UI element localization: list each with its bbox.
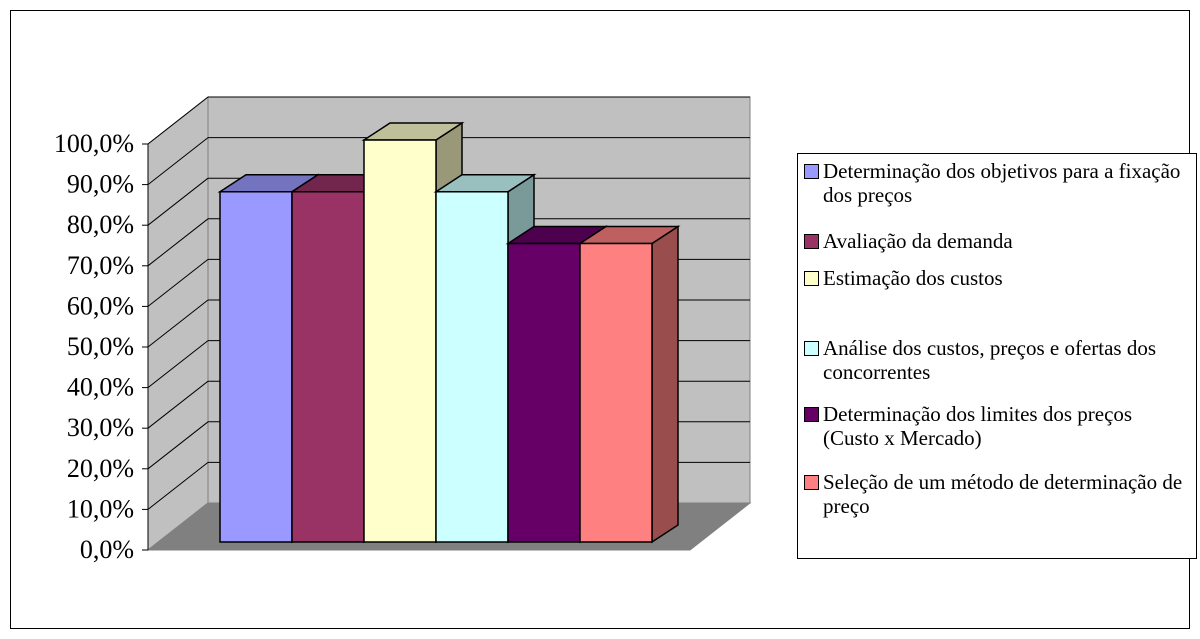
legend-label: Avaliação da demanda bbox=[823, 229, 1013, 253]
y-tick-label: 80,0% bbox=[67, 210, 134, 239]
legend-swatch bbox=[804, 407, 819, 422]
gridline-diagonal bbox=[147, 137, 209, 185]
legend-label: Determinação dos objetivos para a fixaçã… bbox=[823, 159, 1181, 207]
legend-item: Estimação dos custos bbox=[804, 266, 1193, 290]
bar-front bbox=[507, 242, 581, 543]
legend-label: Estimação dos custos bbox=[823, 266, 1003, 290]
legend-item: Análise dos custos, preços e ofertas dos… bbox=[804, 336, 1193, 384]
gridline-diagonal bbox=[147, 177, 209, 226]
y-tick-label: 100,0% bbox=[54, 129, 134, 158]
legend-item: Determinação dos objetivos para a fixaçã… bbox=[804, 159, 1193, 207]
y-tick-label: 70,0% bbox=[67, 251, 134, 280]
chart-bars bbox=[217, 121, 681, 544]
bar-front bbox=[219, 191, 293, 543]
bar-side bbox=[651, 225, 679, 544]
bar-front bbox=[363, 139, 437, 543]
legend-swatch bbox=[804, 475, 819, 490]
gridline-diagonal bbox=[147, 421, 209, 470]
bar-front bbox=[435, 191, 509, 543]
legend-item: Avaliação da demanda bbox=[804, 229, 1193, 253]
gridline-diagonal bbox=[147, 462, 209, 510]
legend-label: Determinação dos limites dos preços (Cus… bbox=[823, 402, 1133, 450]
y-tick-label: 10,0% bbox=[67, 494, 134, 523]
y-tick-label: 0,0% bbox=[80, 535, 134, 564]
bar bbox=[577, 225, 681, 544]
legend: Determinação dos objetivos para a fixaçã… bbox=[797, 153, 1197, 559]
legend-swatch bbox=[804, 164, 819, 179]
gridline-diagonal bbox=[147, 380, 209, 429]
legend-label: Análise dos custos, preços e ofertas dos… bbox=[823, 336, 1157, 384]
legend-item: Determinação dos limites dos preços (Cus… bbox=[804, 402, 1193, 450]
bar-front bbox=[579, 242, 653, 543]
legend-swatch bbox=[804, 271, 819, 286]
y-tick-label: 50,0% bbox=[67, 332, 134, 361]
legend-swatch bbox=[804, 341, 819, 356]
y-tick-label: 90,0% bbox=[67, 170, 134, 199]
y-tick-label: 40,0% bbox=[67, 373, 134, 402]
gridline-diagonal bbox=[147, 218, 209, 267]
gridline-diagonal bbox=[147, 299, 209, 348]
bar-front bbox=[291, 191, 365, 543]
y-tick-label: 20,0% bbox=[67, 454, 134, 483]
y-axis-ticks: 0,0% 10,0% 20,0% 30,0% 40,0% 50,0% 60,0% 70,0% 8… bbox=[54, 129, 149, 564]
legend-item: Seleção de um método de determinação de … bbox=[804, 470, 1193, 518]
y-tick-label: 60,0% bbox=[67, 291, 134, 320]
gridline-diagonal bbox=[147, 259, 209, 307]
y-tick-label: 30,0% bbox=[67, 413, 134, 442]
legend-swatch bbox=[804, 234, 819, 249]
legend-label: Seleção de um método de determinação de … bbox=[823, 470, 1183, 518]
gridline-diagonal bbox=[147, 96, 209, 145]
gridline-diagonal bbox=[147, 340, 209, 388]
